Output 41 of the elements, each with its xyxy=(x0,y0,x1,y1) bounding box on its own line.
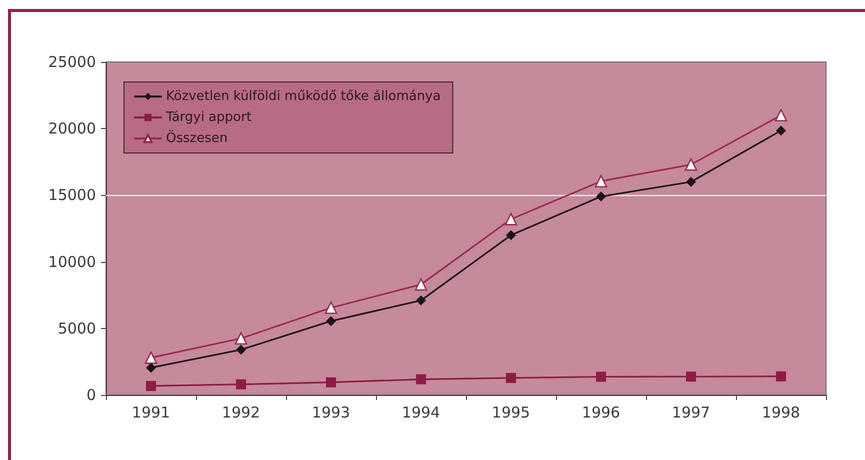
y-tick-label: 25000 xyxy=(48,53,96,71)
point xyxy=(146,362,156,373)
x-tick-label: 1997 xyxy=(672,404,710,422)
point xyxy=(414,278,428,291)
point xyxy=(416,374,426,384)
point xyxy=(776,126,786,136)
y-tick-label: 5000 xyxy=(58,319,96,338)
point xyxy=(144,352,158,364)
point xyxy=(236,379,246,390)
point xyxy=(326,316,336,326)
point xyxy=(506,372,516,383)
point xyxy=(774,109,788,122)
x-tick-label: 1998 xyxy=(762,404,800,422)
x-tick-label: 1991 xyxy=(132,404,170,422)
point xyxy=(594,175,608,188)
legend-label: Összesen xyxy=(166,130,228,146)
x-tick-label: 1992 xyxy=(222,404,260,422)
point xyxy=(596,192,606,202)
point xyxy=(686,176,696,187)
legend-label: Közvetlen külföldi működő tőke állománya xyxy=(166,89,441,104)
point xyxy=(504,213,518,226)
y-tick-label: 0 xyxy=(86,386,96,404)
y-tick-label: 10000 xyxy=(48,252,96,271)
point xyxy=(236,344,246,355)
point xyxy=(596,372,606,382)
x-tick-label: 1993 xyxy=(312,404,350,422)
x-tick-label: 1994 xyxy=(402,404,440,422)
point xyxy=(684,158,698,171)
y-tick-label: 20000 xyxy=(48,120,96,138)
legend-label: Tárgyi apport xyxy=(165,110,252,125)
point xyxy=(416,295,426,306)
point xyxy=(776,371,786,382)
point xyxy=(686,372,696,382)
x-tick-label: 1995 xyxy=(492,404,530,422)
x-tick-label: 1996 xyxy=(582,404,620,422)
point xyxy=(234,332,248,345)
point xyxy=(324,302,338,314)
point xyxy=(506,230,516,240)
y-tick-label: 15000 xyxy=(48,186,96,204)
point xyxy=(326,377,336,388)
point xyxy=(146,380,156,391)
